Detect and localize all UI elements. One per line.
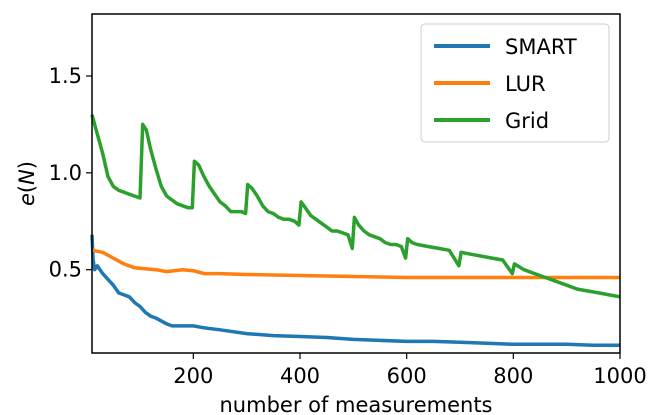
plot-frame — [91, 13, 621, 354]
legend-box — [420, 23, 610, 143]
y-tick-label: 1.0 — [49, 161, 82, 185]
x-tick-label: 800 — [493, 364, 533, 388]
x-tick-label: 200 — [173, 364, 213, 388]
legend-label-grid: Grid — [505, 109, 549, 133]
series-layer — [90, 114, 621, 348]
ticks-layer: 200 400 600 800 1000 0.5 1.0 1.5 — [49, 64, 647, 388]
legend-label-smart: SMART — [505, 35, 577, 59]
series-line-lur — [91, 248, 620, 280]
x-axis-label: number of measurements — [220, 393, 493, 415]
series-line-grid — [90, 114, 621, 299]
x-tick-label: 400 — [280, 364, 320, 388]
x-tick-label: 1000 — [593, 364, 646, 388]
legend-label-lur: LUR — [505, 72, 546, 96]
y-axis-label: e(N) — [15, 161, 39, 206]
series-line-smart — [90, 234, 620, 348]
y-tick-label: 1.5 — [49, 64, 82, 88]
x-tick-label: 600 — [387, 364, 427, 388]
legend: SMART LUR Grid — [420, 23, 610, 143]
y-tick-label: 0.5 — [49, 258, 82, 282]
